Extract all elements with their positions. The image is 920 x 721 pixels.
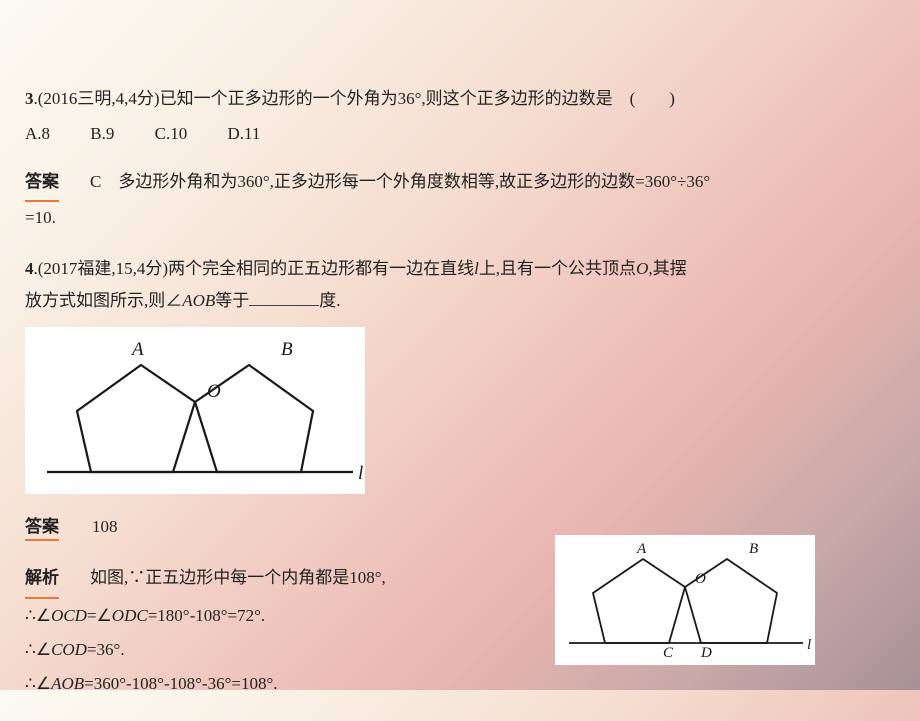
svg-text:l: l xyxy=(807,637,811,653)
svg-text:D: D xyxy=(700,645,712,660)
ec3: =36°. xyxy=(87,640,125,659)
q4-prompt-line1: 4.(2017福建,15,4分)两个完全相同的正五边形都有一边在直线l上,且有一… xyxy=(25,253,895,285)
q4-prompt-line2: 放方式如图所示,则∠AOB等于 度. xyxy=(25,285,895,317)
figure-1: A B Ol xyxy=(25,327,365,494)
ed3: =360°-108°-108°-36°=108°. xyxy=(84,674,277,693)
ec1: ∴∠ xyxy=(25,640,51,659)
ec2: COD xyxy=(51,640,87,659)
figure-1-svg: A B Ol xyxy=(25,327,365,489)
ed2: AOB xyxy=(51,674,84,693)
eb4: ODC xyxy=(112,606,148,625)
q3-answer-label: 答案 xyxy=(25,166,59,202)
q3-opt-b: B.9 xyxy=(90,124,114,143)
ed1: ∴∠ xyxy=(25,674,51,693)
q3-opt-d: D.11 xyxy=(227,124,260,143)
eb5: =180°-108°=72°. xyxy=(148,606,265,625)
q3-prompt: 3.(2016三明,4,4分)已知一个正多边形的一个外角为36°,则这个正多边形… xyxy=(25,85,895,112)
q3-opt-c: C.10 xyxy=(155,124,188,143)
q4-expl-a: 如图,∵正五边形中每一个内角都是108°, xyxy=(73,568,386,587)
q4-t2c: 度. xyxy=(319,291,340,310)
question-3: 3.(2016三明,4,4分)已知一个正多边形的一个外角为36°,则这个正多边形… xyxy=(25,85,895,235)
svg-text:l: l xyxy=(358,463,363,484)
q4-number: 4 xyxy=(25,259,34,278)
svg-text:A: A xyxy=(636,541,647,557)
q4-t2a: 放方式如图所示,则∠ xyxy=(25,291,182,310)
q3-text: .(2016三明,4,4分)已知一个正多边形的一个外角为36°,则这个正多边形的… xyxy=(34,89,675,108)
eb3: =∠ xyxy=(87,606,112,625)
q4-t1c: ,其摆 xyxy=(648,259,686,278)
svg-text:A: A xyxy=(130,339,144,360)
q4-t1: .(2017福建,15,4分)两个完全相同的正五边形都有一边在直线 xyxy=(34,259,475,278)
q4-blank xyxy=(249,289,319,306)
q4-answer-value: 108 xyxy=(75,517,118,536)
q4-answer-label: 答案 xyxy=(25,512,59,541)
eb1: ∴∠ xyxy=(25,606,51,625)
q4-t1b: 上,且有一个公共顶点 xyxy=(479,259,636,278)
q3-answer: 答案 C 多边形外角和为360°,正多边形每一个外角度数相等,故正多边形的边数=… xyxy=(25,166,895,235)
svg-text:B: B xyxy=(281,339,293,360)
svg-text:O: O xyxy=(695,571,706,587)
q3-options: A.8 B.9 C.10 D.11 xyxy=(25,124,895,144)
q3-number: 3 xyxy=(25,89,34,108)
q4-expl-label: 解析 xyxy=(25,561,59,599)
figure-2-svg: A B O C Dl xyxy=(555,535,815,660)
q4-AOB: AOB xyxy=(182,291,215,310)
svg-text:C: C xyxy=(663,645,674,660)
figure-2: A B O C Dl xyxy=(555,535,815,665)
q3-answer-text: C 多边形外角和为360°,正多边形每一个外角度数相等,故正多边形的边数=360… xyxy=(73,172,710,191)
q3-answer-text2: =10. xyxy=(25,202,895,234)
eb2: OCD xyxy=(51,606,87,625)
q4-expl-d: ∴∠AOB=360°-108°-108°-36°=108°. xyxy=(25,667,895,701)
svg-text:O: O xyxy=(207,381,221,402)
q4-t2b: 等于 xyxy=(215,291,249,310)
q3-opt-a: A.8 xyxy=(25,124,50,143)
svg-text:B: B xyxy=(749,541,758,557)
q4-O: O xyxy=(636,259,648,278)
